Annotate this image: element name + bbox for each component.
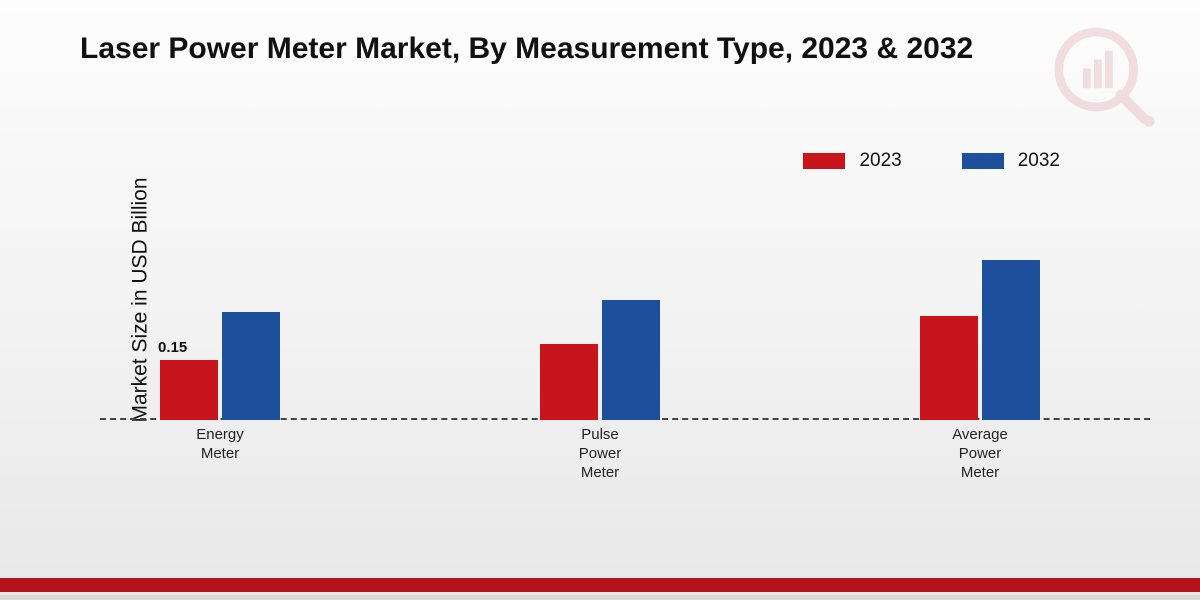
legend-swatch-2023 — [803, 153, 845, 169]
x-tick-label: Energy Meter — [160, 426, 280, 464]
legend-swatch-2032 — [962, 153, 1004, 169]
legend: 2023 2032 — [803, 150, 1060, 172]
bar — [222, 312, 280, 420]
x-tick-label: Average Power Meter — [920, 426, 1040, 482]
legend-label-2023: 2023 — [859, 150, 901, 172]
bar — [160, 360, 218, 420]
footer-base-line — [0, 595, 1200, 600]
legend-item-2023: 2023 — [803, 150, 901, 172]
x-axis-labels: Energy Meter Pulse Power Meter Average Pow… — [100, 420, 1150, 500]
bar-group — [540, 300, 660, 420]
x-tick-label: Pulse Power Meter — [540, 426, 660, 482]
bar-group — [160, 312, 280, 420]
bar — [920, 316, 978, 420]
bar-group — [920, 260, 1040, 420]
chart-canvas: Laser Power Meter Market, By Measurement… — [0, 0, 1200, 600]
legend-label-2032: 2032 — [1018, 150, 1060, 172]
plot-area: 0.15 — [100, 200, 1150, 420]
brand-logo — [1050, 20, 1160, 130]
bar-value-label: 0.15 — [158, 339, 187, 356]
legend-item-2032: 2032 — [962, 150, 1060, 172]
bar — [540, 344, 598, 420]
bar — [982, 260, 1040, 420]
chart-title: Laser Power Meter Market, By Measurement… — [80, 32, 973, 66]
footer-accent-bar — [0, 578, 1200, 592]
bar — [602, 300, 660, 420]
